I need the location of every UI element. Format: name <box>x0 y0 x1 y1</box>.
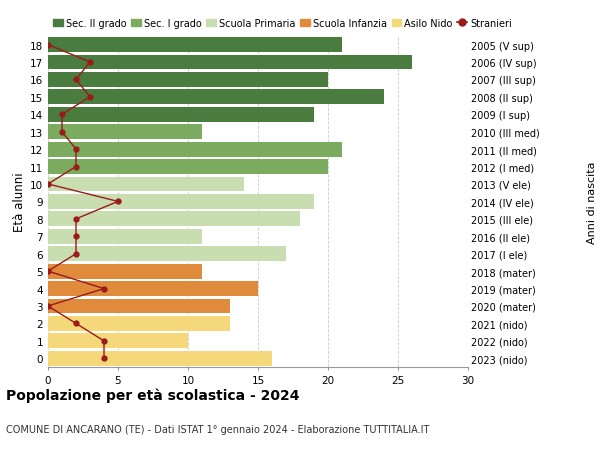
Bar <box>48 90 384 105</box>
Text: COMUNE DI ANCARANO (TE) - Dati ISTAT 1° gennaio 2024 - Elaborazione TUTTITALIA.I: COMUNE DI ANCARANO (TE) - Dati ISTAT 1° … <box>6 425 430 435</box>
Bar <box>48 351 272 366</box>
Bar <box>48 281 258 297</box>
Bar <box>48 264 202 279</box>
Bar <box>48 230 202 244</box>
Text: Popolazione per età scolastica - 2024: Popolazione per età scolastica - 2024 <box>6 388 299 403</box>
Bar <box>48 142 342 157</box>
Bar <box>48 56 412 70</box>
Bar <box>48 334 188 348</box>
Bar <box>48 316 230 331</box>
Bar <box>48 247 286 262</box>
Text: Anni di nascita: Anni di nascita <box>587 161 597 243</box>
Bar <box>48 125 202 140</box>
Bar <box>48 107 314 123</box>
Bar <box>48 195 314 209</box>
Bar <box>48 299 230 313</box>
Y-axis label: Età alunni: Età alunni <box>13 172 26 232</box>
Bar <box>48 73 328 88</box>
Bar <box>48 177 244 192</box>
Bar <box>48 38 342 53</box>
Bar <box>48 212 300 227</box>
Bar <box>48 160 328 174</box>
Legend: Sec. II grado, Sec. I grado, Scuola Primaria, Scuola Infanzia, Asilo Nido, Stran: Sec. II grado, Sec. I grado, Scuola Prim… <box>53 18 512 28</box>
